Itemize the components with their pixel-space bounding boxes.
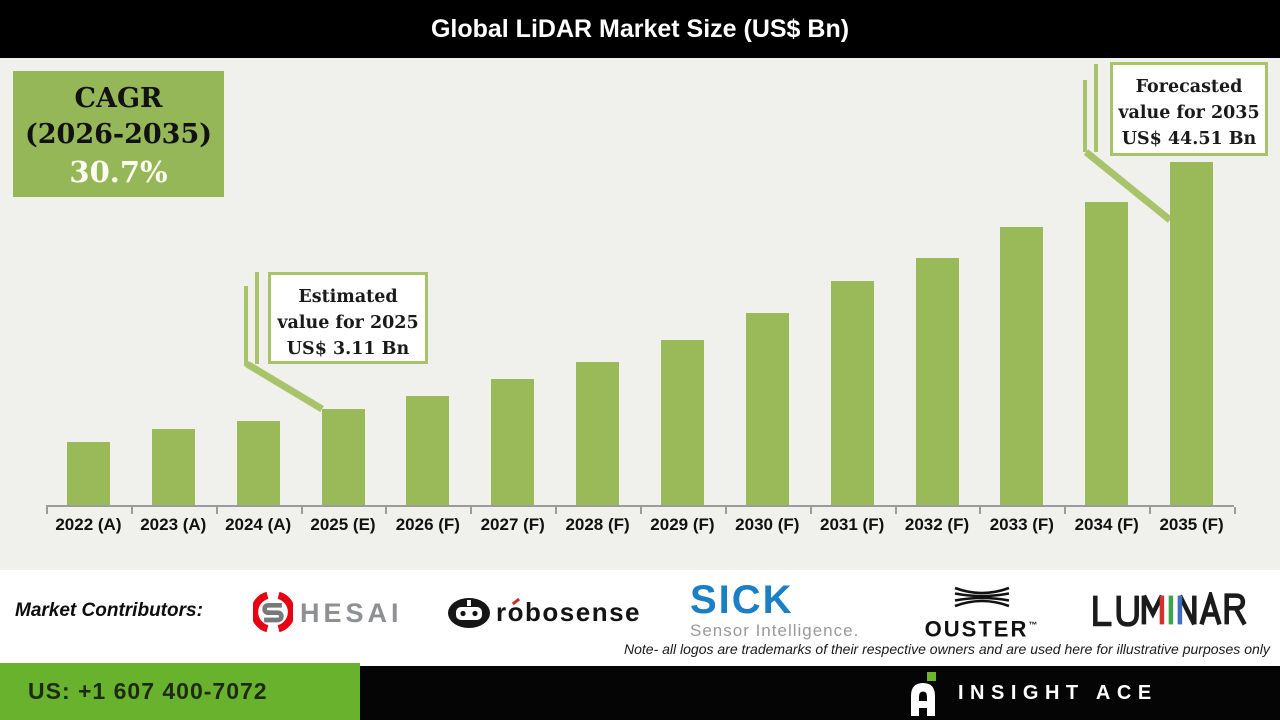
x-axis-label-2030 (F): 2030 (F) xyxy=(735,515,800,534)
forecasted-line2: value for 2035 xyxy=(1118,103,1260,123)
bar-2025 (E) xyxy=(321,409,365,505)
x-axis-label-2023 (A): 2023 (A) xyxy=(140,515,207,534)
bar-2028 (F) xyxy=(576,362,620,505)
bar-2035 (F) xyxy=(1170,162,1214,505)
forecasted-callout-bracket-outer xyxy=(1083,80,1087,152)
bar-2023 (A) xyxy=(151,429,195,505)
x-axis-label-2033 (F): 2033 (F) xyxy=(989,515,1054,534)
bar-2029 (F) xyxy=(660,340,704,505)
x-axis-tick xyxy=(385,507,388,514)
x-axis-tick xyxy=(640,507,642,514)
forecasted-line3: US$ 44.51 Bn xyxy=(1121,129,1257,149)
x-axis-tick xyxy=(724,507,727,514)
forecasted-line1: Forecasted xyxy=(1135,77,1243,97)
bar-2026 (F) xyxy=(406,396,450,505)
estimated-callout-bracket-outer xyxy=(244,286,248,366)
brand-name: INSIGHT ACE ANALYTIC xyxy=(958,682,1158,704)
bar-2033 (F) xyxy=(1000,227,1044,505)
forecasted-value-callout: Forecasted value for 2035 US$ 44.51 Bn xyxy=(1110,62,1268,156)
bar-2022 (A) xyxy=(66,442,110,505)
cagr-title: CAGR xyxy=(74,83,163,114)
x-axis-label-2029 (F): 2029 (F) xyxy=(650,515,715,534)
x-axis-tick xyxy=(470,507,473,514)
sick-logo-text: SICK xyxy=(690,578,794,622)
bar-2030 (F) xyxy=(745,313,789,505)
sick-tagline: Sensor Intelligence. xyxy=(690,621,860,640)
forecasted-callout-bracket-inner xyxy=(1094,64,1098,152)
x-axis-tick xyxy=(894,507,897,514)
estimated-value-callout: Estimated value for 2025 US$ 3.11 Bn xyxy=(268,272,428,364)
ouster-logo: OUSTER™ xyxy=(922,585,1042,640)
phone-box: US: +1 607 400-7072 xyxy=(0,663,360,720)
bar-2027 (F) xyxy=(491,379,535,505)
chart-area: 2022 (A) 2023 (A) 2024 (A) 2025 (E) 2026 (F)… xyxy=(0,58,1280,570)
x-axis-tick xyxy=(809,507,812,514)
x-axis-tick xyxy=(555,507,558,514)
contributors-strip: Market Contributors: HESAI ro bosense SIC… xyxy=(0,570,1280,666)
x-axis-label-2034 (F): 2034 (F) xyxy=(1074,515,1139,534)
x-axis-label-2028 (F): 2028 (F) xyxy=(565,515,630,534)
x-axis-tick xyxy=(979,507,982,514)
estimated-line1: Estimated xyxy=(298,287,398,307)
x-axis-label-2024 (A): 2024 (A) xyxy=(225,515,292,534)
bar-2024 (A) xyxy=(236,421,280,505)
luminar-wordmark xyxy=(1093,592,1247,627)
x-axis-label-2027 (F): 2027 (F) xyxy=(480,515,545,534)
x-axis-tick xyxy=(1234,507,1236,514)
footer-bar: US: +1 607 400-7072 INSIGHT ACE ANALYTIC xyxy=(0,663,1280,720)
x-axis-tick xyxy=(300,507,303,514)
x-axis-label-2026 (F): 2026 (F) xyxy=(395,515,460,534)
insight-ace-logo-icon xyxy=(911,672,936,716)
x-axis-tick xyxy=(1149,507,1152,514)
ouster-logo-text: OUSTER™ xyxy=(924,616,1040,642)
x-axis-tick xyxy=(215,507,218,514)
sick-logo: SICK Sensor Intelligence. xyxy=(690,580,859,641)
contributors-label: Market Contributors: xyxy=(15,600,203,621)
phone-number: US: +1 607 400-7072 xyxy=(28,678,268,704)
robosense-robot-icon xyxy=(448,598,490,628)
ouster-glyph-icon xyxy=(954,586,1010,608)
x-axis-tick xyxy=(1064,507,1067,514)
cagr-box: CAGR (2026-2035) 30.7% xyxy=(13,71,224,197)
x-axis-tick xyxy=(46,507,48,514)
x-axis-label-2032 (F): 2032 (F) xyxy=(904,515,970,534)
title-bar: Global LiDAR Market Size (US$ Bn) xyxy=(0,0,1280,58)
x-axis-label-2035 (F): 2035 (F) xyxy=(1159,515,1224,534)
cagr-period: (2026-2035) xyxy=(24,119,213,150)
bar-2031 (F) xyxy=(830,281,874,505)
page-title: Global LiDAR Market Size (US$ Bn) xyxy=(430,15,850,43)
x-axis-label-2025 (E): 2025 (E) xyxy=(310,515,376,534)
cagr-value: 30.7% xyxy=(69,155,168,189)
hesai-logo-text: HESAI xyxy=(300,598,403,628)
x-axis-label-2022 (A): 2022 (A) xyxy=(55,515,122,534)
estimated-line2: value for 2025 xyxy=(277,313,419,333)
bar-2032 (F) xyxy=(915,258,959,505)
x-axis-tick xyxy=(130,507,133,514)
trademark-note: Note- all logos are trademarks of their … xyxy=(624,641,1270,657)
robosense-logo-text: ro bosense xyxy=(496,597,642,627)
x-axis-line xyxy=(46,505,1234,507)
hesai-logo-icon xyxy=(253,592,293,632)
bar-2034 (F) xyxy=(1085,202,1129,505)
estimated-callout-bracket-inner xyxy=(255,272,259,364)
estimated-line3: US$ 3.11 Bn xyxy=(286,339,410,359)
x-axis-label-2031 (F): 2031 (F) xyxy=(820,515,885,534)
